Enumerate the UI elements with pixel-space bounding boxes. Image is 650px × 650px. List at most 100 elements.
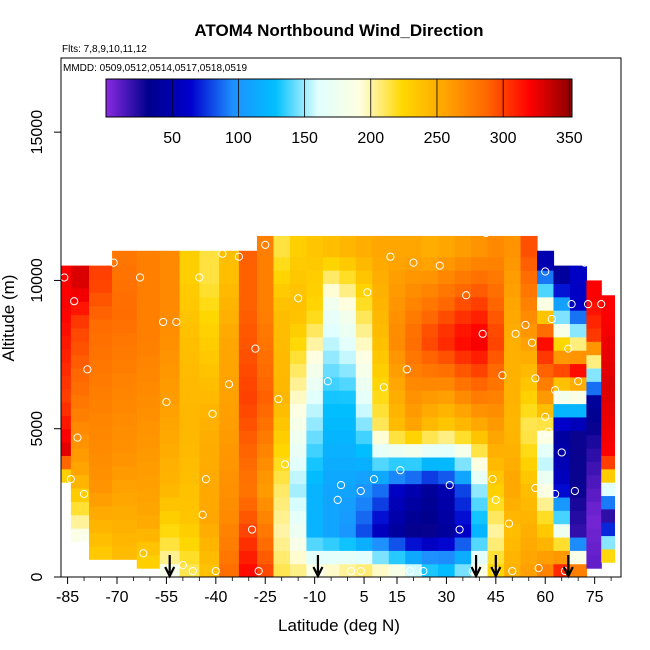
heatmap-cell (454, 235, 472, 244)
heatmap-cell (112, 265, 138, 280)
observation-point (251, 344, 260, 353)
heatmap-cell (273, 523, 291, 538)
heatmap-cell (219, 350, 240, 365)
heatmap-cell (219, 563, 240, 577)
heatmap-cell (537, 483, 555, 498)
heatmap-cell (339, 496, 357, 511)
heatmap-cell (569, 310, 588, 325)
heatmap-cell (586, 528, 602, 543)
heatmap-cell (136, 514, 161, 529)
heatmap-cell (199, 430, 220, 445)
heatmap-cell (273, 376, 291, 391)
heatmap-cell (339, 456, 357, 471)
heatmap-cell (388, 496, 406, 511)
heatmap-cell (179, 270, 200, 284)
heatmap-cell (179, 523, 200, 538)
heatmap-cell (388, 416, 406, 431)
heatmap-cell (569, 265, 588, 271)
heatmap-cell (257, 350, 275, 365)
heatmap-cell (537, 323, 555, 338)
heatmap-cell (405, 496, 423, 511)
heatmap-cell (89, 399, 113, 414)
heatmap-cell (238, 336, 258, 351)
heatmap-cell (504, 336, 522, 351)
heatmap-cell (520, 456, 538, 471)
heatmap-cell (537, 510, 555, 525)
heatmap-cell (322, 296, 340, 311)
heatmap-cell (339, 483, 357, 498)
heatmap-cell (159, 430, 181, 445)
heatmap-cell (112, 532, 138, 547)
heatmap-cell (257, 510, 275, 525)
heatmap-cell (238, 310, 258, 325)
heatmap-cell (112, 318, 138, 333)
colorbar-bar (105, 78, 573, 118)
heatmap-cell (520, 363, 538, 378)
heatmap-cell (322, 390, 340, 405)
heatmap-cell (388, 363, 406, 378)
heatmap-cell (520, 403, 538, 418)
heatmap-cell (70, 501, 90, 516)
heatmap-cell (257, 563, 275, 577)
heatmap-cell (322, 523, 340, 538)
heatmap-cell (372, 283, 390, 298)
heatmap-cell (159, 323, 181, 338)
heatmap-cell (586, 514, 602, 529)
heatmap-cell (306, 235, 324, 244)
heatmap-cell (504, 536, 522, 551)
heatmap-cell (405, 443, 423, 458)
heatmap-cell (586, 474, 602, 489)
heatmap-cell (179, 510, 200, 525)
heatmap-cell (70, 301, 90, 316)
heatmap-cell (179, 483, 200, 498)
heatmap-cell (306, 443, 324, 458)
heatmap-cell (199, 510, 220, 525)
heatmap-cell (471, 350, 489, 365)
heatmap-cell (339, 536, 357, 551)
heatmap-cell (339, 430, 357, 445)
heatmap-cell (257, 376, 275, 391)
heatmap-cell (70, 314, 90, 329)
heatmap-cell (199, 523, 220, 538)
heatmap-cell (136, 447, 161, 462)
heatmap-cell (601, 548, 616, 563)
heatmap-cell (405, 350, 423, 365)
x-tick-label: 15 (388, 589, 406, 606)
heatmap-cell (199, 390, 220, 405)
x-tick-label: 45 (487, 589, 505, 606)
heatmap-cell (520, 376, 538, 391)
heatmap-cell (520, 496, 538, 511)
heatmap-cell (70, 474, 90, 489)
heatmap-cell (136, 528, 161, 543)
heatmap-cell (306, 456, 324, 471)
heatmap-cell (257, 483, 275, 498)
heatmap-cell (159, 270, 181, 284)
heatmap-cell (537, 310, 555, 325)
heatmap-cell (355, 323, 373, 338)
heatmap-cell (257, 443, 275, 458)
heatmap-cell (438, 323, 456, 338)
heatmap-cell (553, 350, 571, 365)
heatmap-cell (487, 336, 505, 351)
heatmap-cell (199, 550, 220, 565)
heatmap-cell (569, 470, 588, 485)
heatmap-cell (306, 390, 324, 405)
observation-point (274, 394, 283, 404)
heatmap-cell (601, 428, 616, 443)
heatmap-cell (238, 510, 258, 525)
heatmap-cell (238, 283, 258, 298)
observation-point (570, 486, 579, 496)
heatmap-cell (421, 416, 439, 431)
heatmap-cell (273, 470, 291, 485)
x-axis-label: Latitude (deg N) (278, 616, 400, 635)
heatmap-cell (586, 554, 602, 569)
heatmap-cell (322, 430, 340, 445)
heatmap-cell (487, 523, 505, 538)
heatmap-cell (438, 243, 456, 258)
heatmap-cell (586, 394, 602, 409)
heatmap-cell (405, 510, 423, 525)
heatmap-cell (179, 310, 200, 325)
heatmap-cell (322, 496, 340, 511)
observation-point (195, 273, 204, 282)
heatmap-cell (520, 443, 538, 458)
